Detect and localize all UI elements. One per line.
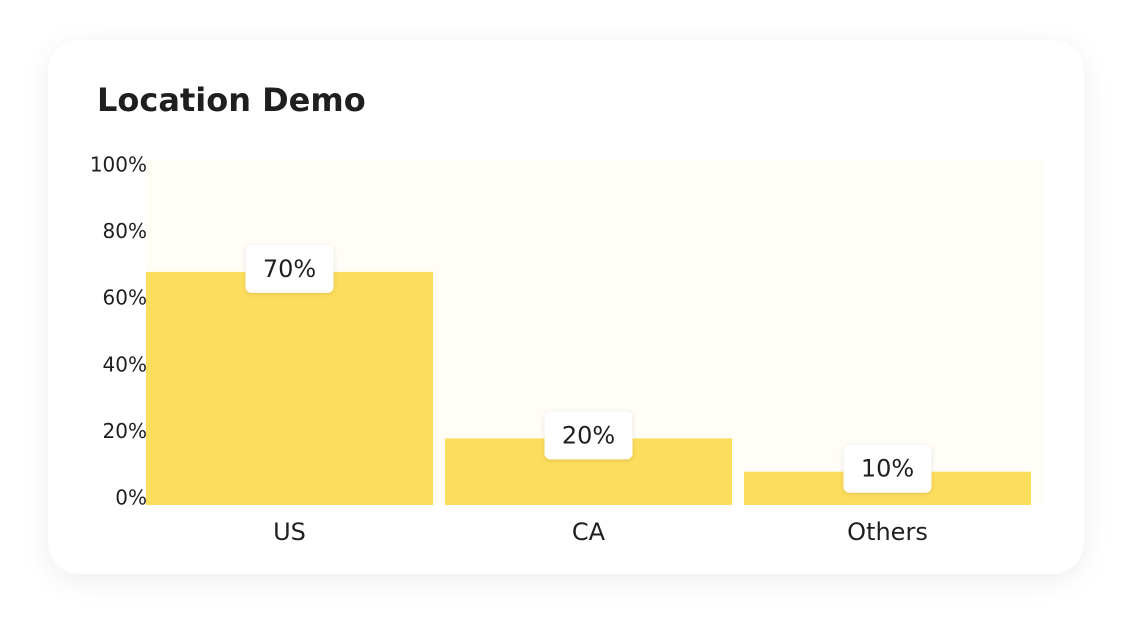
y-tick-label: 80% xyxy=(103,219,147,243)
y-tick-label: 0% xyxy=(115,486,147,510)
value-label-box xyxy=(843,444,932,493)
value-label: 70% xyxy=(263,255,316,283)
y-tick-label: 20% xyxy=(103,419,147,443)
chart-title: Location Demo xyxy=(97,81,366,119)
x-tick-label: US xyxy=(273,518,306,546)
y-tick-label: 100% xyxy=(90,153,147,177)
x-tick-label: Others xyxy=(847,518,928,546)
bar xyxy=(146,271,433,505)
y-tick-label: 60% xyxy=(103,286,147,310)
y-tick-label: 40% xyxy=(103,352,147,376)
value-label: 10% xyxy=(861,455,914,483)
value-label-box xyxy=(245,244,334,293)
value-label-box xyxy=(544,411,633,460)
x-tick-label: CA xyxy=(572,518,606,546)
value-label: 20% xyxy=(562,421,615,449)
